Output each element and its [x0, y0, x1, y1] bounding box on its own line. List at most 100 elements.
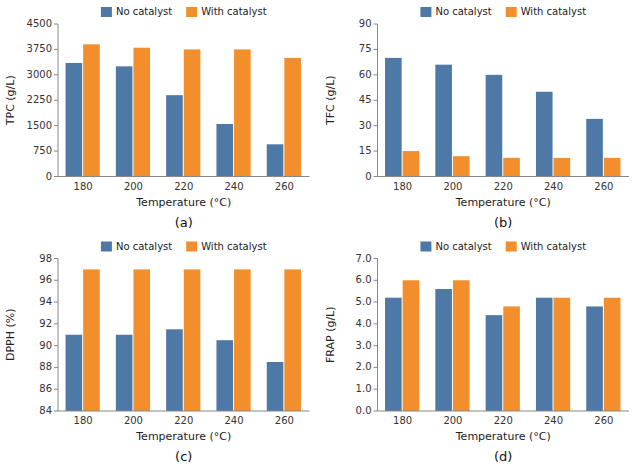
bar	[216, 124, 233, 177]
panel-label: (c)	[175, 449, 192, 464]
y-tick-label: 7.0	[356, 253, 372, 264]
bars	[385, 280, 620, 411]
y-tick	[54, 302, 58, 303]
legend-swatch	[420, 7, 431, 17]
legend-label: With catalyst	[521, 241, 586, 252]
x-tick-label: 220	[174, 415, 193, 426]
y-tick	[54, 151, 58, 152]
x-tick-label: 180	[393, 415, 412, 426]
y-tick	[54, 176, 58, 177]
bar	[184, 269, 201, 411]
y-tick-label: 96	[39, 274, 52, 285]
bar	[586, 306, 603, 411]
y-tick	[54, 258, 58, 259]
legend-label: With catalyst	[201, 241, 266, 252]
y-tick-label: 2.0	[356, 361, 372, 372]
y-tick-label: 3.0	[356, 340, 372, 351]
bar	[83, 44, 100, 176]
y-tick	[374, 125, 378, 126]
bar	[403, 151, 420, 176]
bar	[453, 280, 470, 411]
x-axis	[58, 176, 310, 177]
y-tick	[54, 280, 58, 281]
y-tick-label: 15	[359, 145, 372, 156]
y-tick	[374, 345, 378, 346]
y-tick	[374, 74, 378, 75]
bar	[234, 269, 251, 411]
y-tick	[374, 280, 378, 281]
x-tick-label: 220	[494, 181, 513, 192]
bar	[554, 298, 571, 411]
x-tick-label: 260	[594, 181, 613, 192]
legend-swatch	[186, 242, 197, 252]
x-tick-label: 240	[544, 181, 563, 192]
y-tick	[54, 24, 58, 25]
y-tick-label: 86	[39, 383, 52, 394]
y-tick-label: 60	[359, 69, 372, 80]
bar	[435, 289, 452, 411]
y-tick-label: 98	[39, 253, 52, 264]
y-tick	[374, 151, 378, 152]
figure: 075015002250300037504500180200220240260T…	[0, 0, 639, 473]
bar	[385, 298, 402, 411]
y-tick-label: 84	[39, 405, 52, 416]
panel: 075015002250300037504500180200220240260T…	[4, 6, 310, 230]
y-tick-label: 750	[33, 145, 52, 156]
x-axis	[378, 176, 630, 177]
bars	[66, 269, 301, 411]
bar	[66, 335, 83, 411]
panel: 0153045607590180200220240260Temperature …	[324, 6, 630, 230]
y-axis-label: TFC (g/L)	[324, 75, 337, 126]
y-tick	[54, 125, 58, 126]
bar	[403, 280, 420, 411]
y-tick-label: 0	[46, 171, 52, 182]
y-tick	[54, 389, 58, 390]
y-tick-label: 92	[39, 318, 52, 329]
bar	[83, 269, 100, 411]
x-tick-label: 180	[393, 181, 412, 192]
legend-label: With catalyst	[201, 6, 266, 17]
y-axis	[377, 259, 378, 412]
y-tick-label: 90	[359, 18, 372, 29]
legend: No catalyst With catalyst	[101, 241, 267, 252]
bar	[284, 269, 301, 411]
y-tick	[54, 100, 58, 101]
x-tick-label: 200	[443, 415, 462, 426]
bar	[503, 158, 520, 177]
legend-label: No catalyst	[435, 6, 491, 17]
bar	[453, 156, 470, 176]
x-tick-label: 240	[225, 181, 244, 192]
bar	[486, 75, 503, 177]
x-tick-label: 220	[494, 415, 513, 426]
bar	[435, 65, 452, 177]
y-tick	[374, 367, 378, 368]
y-tick-label: 5.0	[356, 296, 372, 307]
y-tick	[374, 302, 378, 303]
legend-swatch	[101, 242, 112, 252]
legend-swatch	[420, 242, 431, 252]
x-tick-label: 260	[275, 415, 294, 426]
legend-swatch	[101, 7, 112, 17]
bar	[554, 158, 571, 177]
y-tick-label: 75	[359, 43, 372, 54]
y-tick-label: 2250	[27, 94, 52, 105]
x-tick-label: 200	[124, 415, 143, 426]
y-tick-label: 90	[39, 340, 52, 351]
y-tick	[54, 49, 58, 50]
x-tick-label: 260	[594, 415, 613, 426]
bars	[385, 58, 620, 177]
bar	[536, 92, 553, 177]
x-tick-label: 200	[124, 181, 143, 192]
y-tick-label: 4.0	[356, 318, 372, 329]
bar	[486, 315, 503, 411]
y-tick	[374, 323, 378, 324]
legend-label: No catalyst	[435, 241, 491, 252]
bar	[503, 306, 520, 411]
x-tick-label: 180	[74, 181, 93, 192]
x-tick-label: 180	[74, 415, 93, 426]
panel: 0.01.02.03.04.05.06.07.0180200220240260T…	[324, 241, 630, 465]
legend-label: No catalyst	[116, 241, 172, 252]
y-tick	[374, 411, 378, 412]
bar	[586, 119, 603, 177]
y-tick	[54, 74, 58, 75]
